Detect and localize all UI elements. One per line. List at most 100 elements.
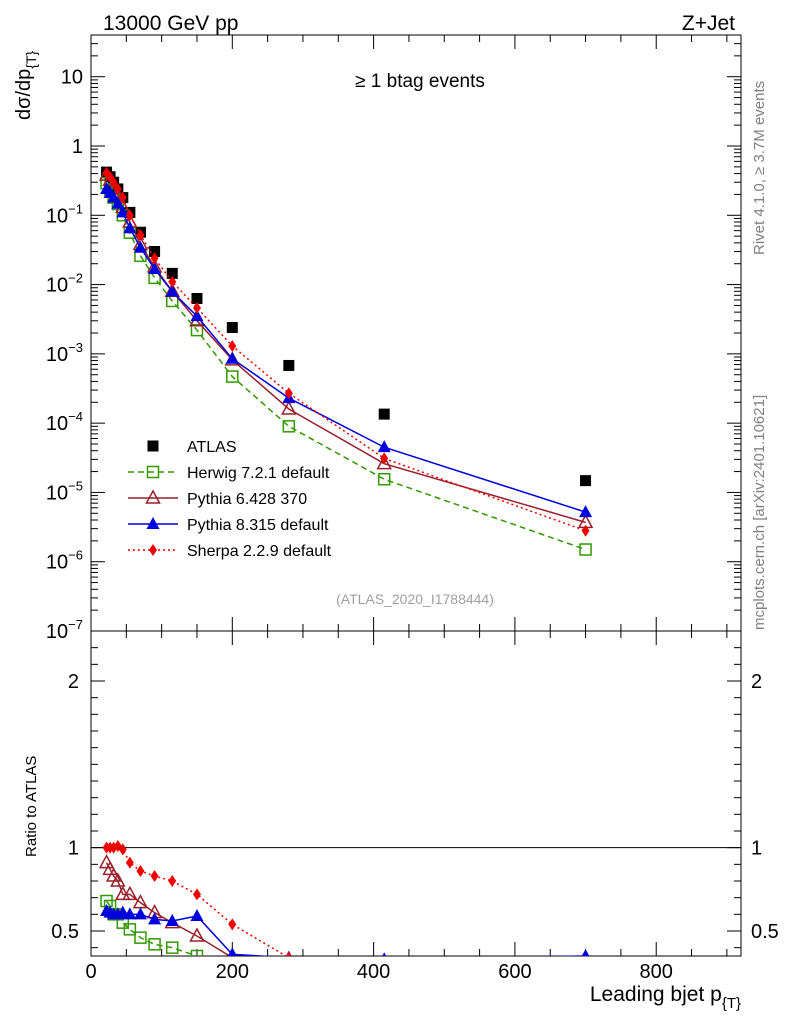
data-point [191,292,203,304]
series-2 [98,166,594,529]
ratio-point [382,952,387,956]
data-point [111,196,125,209]
legend-label: Pythia 8.315 default [187,517,329,534]
legend-entry: Sherpa 2.2.9 default [128,543,332,560]
x-tick-labels: 0 200 400 600 800 [85,961,672,983]
ratio-point [189,927,205,942]
main-y-tick-label: 10 [61,67,83,89]
ratio-y-tick-label-right: 0.5 [751,921,779,943]
legend-label: Pythia 6.428 370 [187,491,307,508]
legend-marker [146,465,160,479]
main-y-tick-label: 10−2 [46,271,83,297]
ratio-point [148,912,162,925]
data-point [226,370,239,383]
series-0 [101,166,592,487]
data-point [377,440,391,453]
series-line [105,172,586,532]
ratio-frame [90,630,742,957]
data-point [580,475,592,487]
ratio-point [98,854,115,869]
ratio-series-4 [102,840,292,956]
header-right: Z+Jet [682,12,735,35]
ratio-point [118,843,127,856]
data-point [150,252,159,265]
x-tick-label: 0 [85,961,96,983]
data-point [166,267,178,279]
data-point [378,408,390,420]
ratio-point [228,918,237,931]
data-point [133,240,147,253]
legend-entry: ATLAS [147,439,237,456]
main-y-ticks: 10−7 10−6 10−5 10−4 10−3 10−2 10−1 1 10 [46,34,741,643]
ratio-y-tick-label: 2 [68,671,79,693]
series-4 [102,166,590,537]
data-point [581,524,590,537]
data-point [192,301,201,314]
legend: ATLAS Herwig 7.2.1 default Pythia 6.428 37… [128,439,332,560]
data-point [165,284,179,297]
header-left: 13000 GeV pp [103,12,238,35]
ratio-point [190,909,204,921]
ratio-point [190,949,204,956]
data-point [118,191,127,204]
data-point [579,543,592,556]
legend-marker [147,440,159,452]
ratio-y-tick-label: 0.5 [51,921,79,943]
ratio-point [168,875,177,887]
legend-label: ATLAS [187,439,237,456]
series-line [105,188,586,513]
data-point [148,261,162,274]
main-y-tick-label: 10−1 [46,201,83,227]
main-x-ticks [90,35,728,631]
legend-label: Herwig 7.2.1 default [187,465,330,482]
legend-label: Sherpa 2.2.9 default [187,543,332,560]
ratio-point [581,949,590,956]
ratio-point [134,931,147,944]
ratio-point [148,938,161,951]
ratio-point [150,870,159,882]
data-point [225,351,239,364]
series-line [105,174,586,524]
data-point [123,221,137,234]
annotation: ≥ 1 btag events [355,71,485,92]
rivet-label: Rivet 4.1.0, ≥ 3.7M events [751,81,768,255]
ratio-point [123,923,137,936]
series-line [105,182,586,551]
ratio-y-tick-label-right: 2 [751,671,762,693]
data-point [282,420,296,433]
data-point [116,205,130,218]
data-point [284,387,293,400]
ratio-point [165,914,179,926]
data-point [380,452,389,465]
data-point [579,505,593,518]
x-axis-label: Leading bjet p{T} [590,983,741,1012]
legend-marker [149,544,157,556]
data-point [149,246,161,258]
x-tick-label: 600 [498,961,531,983]
ratio-y-tick-label-right: 1 [751,838,762,860]
ratio-point [227,947,237,956]
watermark: (ATLAS_2020_I1788444) [336,591,494,607]
main-panel: 10−7 10−6 10−5 10−4 10−3 10−2 10−1 1 10 ≥ 1 btag… [13,34,742,643]
ratio-panel: 0.5 0.5 1 1 2 2 Ratio to ATLAS [23,630,779,957]
ratio-y-tick-label: 1 [68,838,79,860]
x-tick-label: 400 [357,961,390,983]
data-point [125,209,134,222]
mcplots-label: mcplots.cern.ch [arXiv:2401.10621] [751,395,768,630]
data-point [228,339,237,352]
ratio-point [125,856,134,869]
ratio-series [98,840,590,956]
ratio-point [285,951,292,956]
ratio-point [122,885,138,901]
ratio-x-ticks [90,631,728,956]
legend-marker [146,517,160,529]
series-3 [100,181,593,518]
legend-entry: Herwig 7.2.1 default [128,465,330,482]
main-y-tick-label: 10−3 [46,340,83,366]
x-tick-label: 800 [640,961,673,983]
main-series [98,166,594,556]
data-point [136,228,145,241]
data-point [283,359,295,371]
ratio-point [123,907,137,920]
